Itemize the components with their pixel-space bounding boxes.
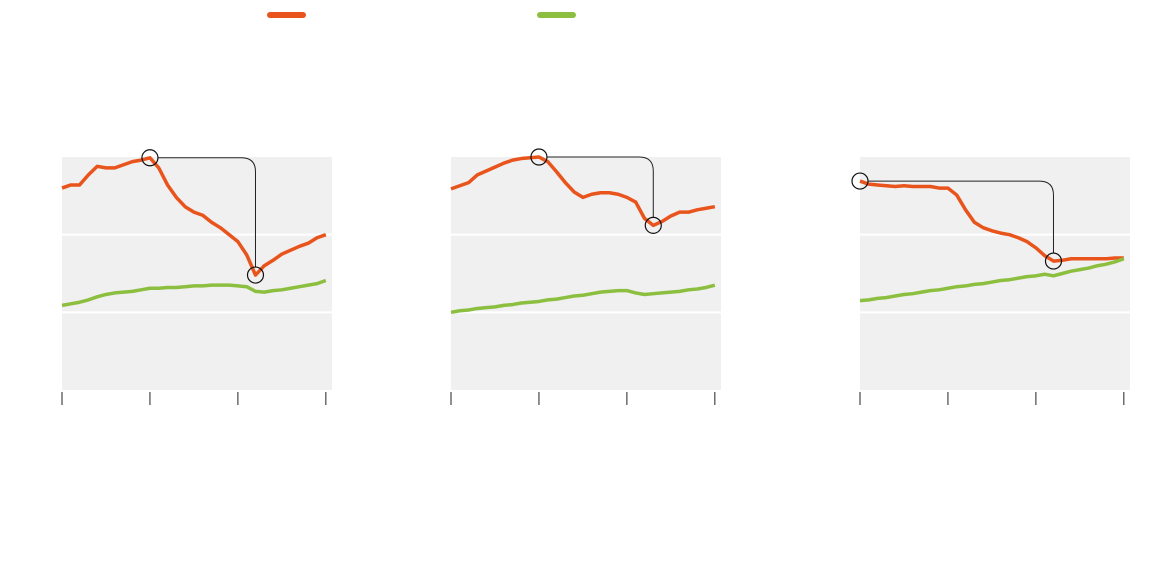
annotation-circle	[644, 216, 662, 234]
series-line	[61, 278, 327, 308]
series-line	[859, 179, 1124, 263]
annotation-connector	[157, 157, 256, 268]
annotation-circle	[1044, 252, 1063, 270]
panel	[61, 149, 332, 405]
series-line	[859, 257, 1125, 303]
annotation-connector	[546, 156, 654, 218]
series-line	[61, 156, 327, 277]
panel	[851, 157, 1130, 405]
annotation-circle	[246, 266, 265, 284]
annotation-circle	[851, 172, 869, 190]
annotation-connector	[868, 180, 1054, 254]
plot-background	[62, 157, 332, 390]
plot-background	[860, 157, 1130, 390]
series-line	[450, 283, 716, 315]
series-line	[450, 155, 716, 228]
plot-background	[451, 157, 721, 390]
annotation-circle	[530, 148, 548, 166]
annotation-circle	[141, 149, 159, 167]
panel	[450, 148, 721, 405]
